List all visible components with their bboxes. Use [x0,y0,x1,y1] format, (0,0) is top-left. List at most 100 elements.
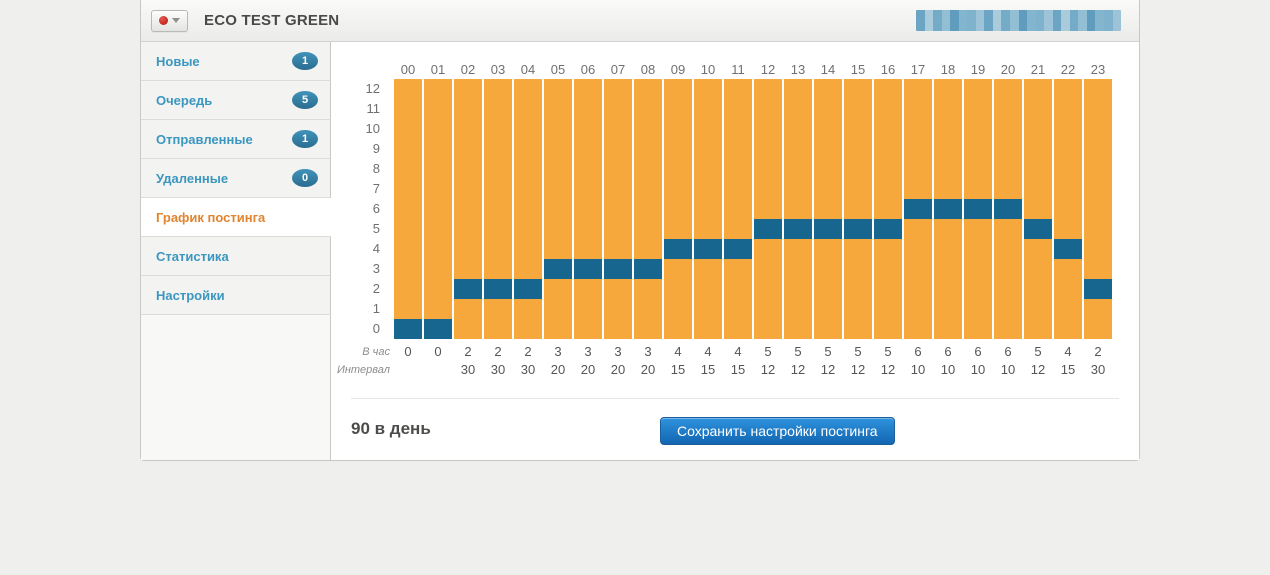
hour-column-10[interactable] [694,79,722,339]
hour-column-05[interactable] [544,79,572,339]
interval-value: 12 [760,362,776,377]
hour-column-06[interactable] [574,79,602,339]
selected-count-cell [904,199,932,219]
sidebar-item-new[interactable]: Новые 1 [141,42,331,81]
interval-value [424,362,452,377]
interval-value [394,362,422,377]
hour-column-11[interactable] [724,79,752,339]
per-hour-value: 6 [914,344,922,359]
selected-count-cell [1084,279,1112,299]
hour-label: 15 [850,62,866,77]
hour-column-09[interactable] [664,79,692,339]
interval-value: 20 [640,362,656,377]
hour-column-04[interactable] [514,79,542,339]
chevron-down-icon [172,18,180,23]
count-badge: 5 [292,91,318,109]
per-hour-row-label: В час [362,345,390,358]
hour-column-18[interactable] [934,79,962,339]
per-hour-value: 6 [1004,344,1012,359]
save-settings-button[interactable]: Сохранить настройки постинга [660,417,895,445]
redacted-pixel [1044,10,1053,31]
interval-value: 30 [490,362,506,377]
selected-count-cell [994,199,1022,219]
per-hour-value: 4 [674,344,682,359]
sidebar-item-settings[interactable]: Настройки [141,276,331,315]
hour-column-17[interactable] [904,79,932,339]
redacted-pixel [1010,10,1019,31]
per-hour-value: 2 [1094,344,1102,359]
sidebar-item-deleted[interactable]: Удаленные 0 [141,159,331,198]
hour-label: 03 [490,62,506,77]
sidebar-item-schedule[interactable]: График постинга [141,198,331,237]
page-title: ECO TEST GREEN [204,12,340,29]
hour-label: 11 [731,62,745,77]
selected-count-cell [964,199,992,219]
hour-column-03[interactable] [484,79,512,339]
redacted-pixel [1001,10,1011,31]
selected-count-cell [484,279,512,299]
main-content: 00 01 02 03 04 05 06 07 08 09 10 11 12 13 14 15 16 17 18 19… [331,42,1139,460]
sidebar-item-label: Настройки [156,287,225,303]
per-hour-value: 3 [554,344,562,359]
sidebar-item-statistics[interactable]: Статистика [141,237,331,276]
selected-count-cell [664,239,692,259]
interval-value: 15 [670,362,686,377]
redacted-pixel [950,10,959,31]
posting-schedule-chart: 00 01 02 03 04 05 06 07 08 09 10 11 12 13 14 15 16 17 18 19… [331,42,1139,377]
hour-label: 14 [820,62,836,77]
status-dropdown-button[interactable] [151,9,188,32]
per-hour-value: 2 [524,344,532,359]
hour-label: 10 [700,62,716,77]
hour-column-19[interactable] [964,79,992,339]
per-hour-value: 4 [734,344,742,359]
per-hour-value: 3 [614,344,622,359]
per-hour-value: 5 [794,344,802,359]
hour-column-21[interactable] [1024,79,1052,339]
interval-value: 12 [790,362,806,377]
hour-label: 20 [1000,62,1016,77]
sidebar-item-queue[interactable]: Очередь 5 [141,81,331,120]
selected-count-cell [454,279,482,299]
hour-label: 19 [970,62,986,77]
hour-column-08[interactable] [634,79,662,339]
hour-column-20[interactable] [994,79,1022,339]
sidebar-item-sent[interactable]: Отправленные 1 [141,120,331,159]
hour-column-01[interactable] [424,79,452,339]
hour-column-15[interactable] [844,79,872,339]
redacted-pixel [1018,10,1028,31]
footer-divider [351,398,1119,399]
hour-column-02[interactable] [454,79,482,339]
hour-column-13[interactable] [784,79,812,339]
interval-value: 10 [970,362,986,377]
hour-column-00[interactable] [394,79,422,339]
sidebar-item-label: Новые [156,53,200,69]
hour-column-22[interactable] [1054,79,1082,339]
selected-count-cell [754,219,782,239]
sidebar-menu: Новые 1 Очередь 5 Отправленные 1 Удаленные 0 Гра… [141,42,331,460]
count-axis-tick: 8 [372,161,380,176]
window-header: ECO TEST GREEN [141,0,1139,42]
redacted-pixel [967,10,976,31]
redacted-pixel [984,10,993,31]
redacted-pixel [1095,10,1105,31]
per-hour-value: 5 [854,344,862,359]
count-axis-tick: 12 [365,81,380,96]
per-hour-value: 5 [884,344,892,359]
selected-count-cell [874,219,902,239]
interval-value: 20 [550,362,566,377]
hour-column-12[interactable] [754,79,782,339]
selected-count-cell [424,319,452,339]
redacted-pixel [1027,10,1036,31]
interval-values-row: 30 30 30 20 20 20 20 15 15 15 12 12 12 12 12 10 10 10 10 12… [394,362,1112,377]
count-axis-tick: 4 [372,241,380,256]
hour-column-16[interactable] [874,79,902,339]
hour-label: 23 [1090,62,1106,77]
hour-axis: 00 01 02 03 04 05 06 07 08 09 10 11 12 13 14 15 16 17 18 19… [394,62,1112,77]
hour-column-14[interactable] [814,79,842,339]
sidebar-item-label: Статистика [156,248,229,264]
redacted-pixel [1112,10,1121,31]
hour-column-23[interactable] [1084,79,1112,339]
hour-column-07[interactable] [604,79,632,339]
redacted-pixel [1078,10,1087,31]
selected-count-cell [514,279,542,299]
